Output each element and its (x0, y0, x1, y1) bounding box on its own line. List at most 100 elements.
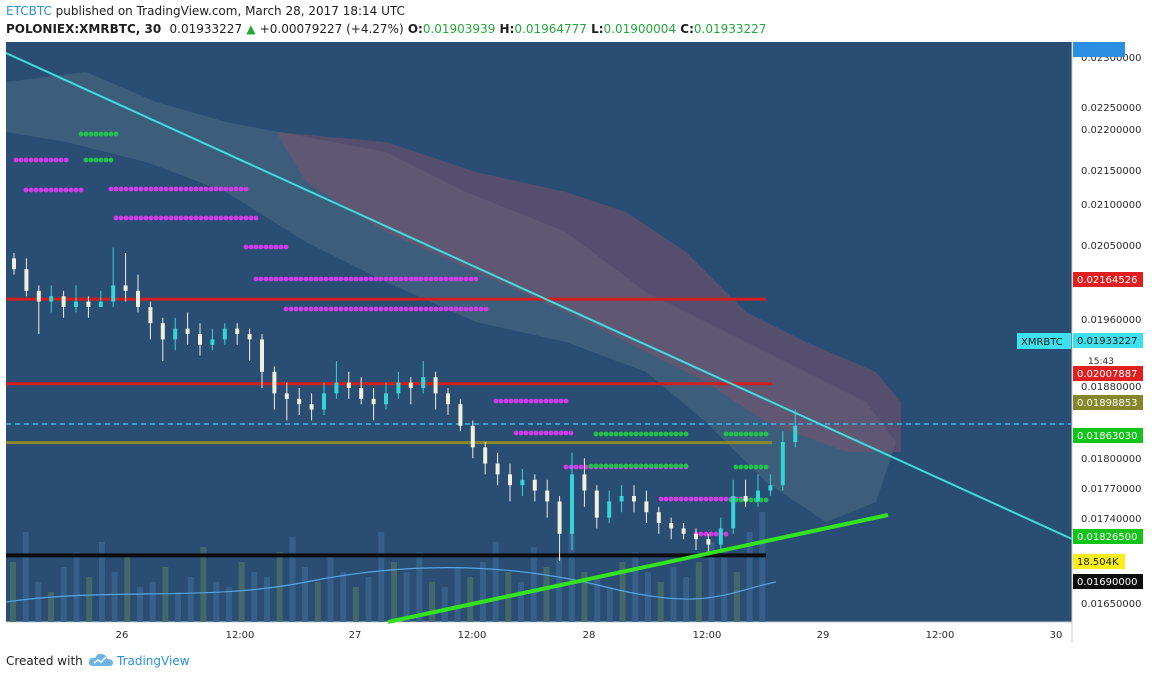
magenta-dot (248, 244, 254, 250)
green-dot (733, 464, 739, 470)
magenta-dot (28, 157, 34, 163)
magenta-dot (463, 306, 469, 312)
candle-up (210, 339, 215, 345)
candle-down (284, 393, 289, 399)
y-tick-label: 0.01960000 (1081, 315, 1141, 326)
magenta-dot (193, 215, 199, 221)
price-chart[interactable]: 0.02300000 0.02250000 0.02200000 0.02150000… (6, 42, 1146, 643)
candle-down (309, 404, 314, 410)
volume-bar (340, 572, 347, 622)
green-dot (668, 463, 674, 469)
price-tag-label: 0.02164526 (1077, 275, 1137, 286)
volume-bar (289, 537, 296, 622)
magenta-dot (548, 430, 554, 436)
volume-bar (111, 572, 118, 622)
x-tick-label: 12:00 (226, 630, 255, 641)
candle-up (334, 382, 339, 394)
volume-bar (251, 572, 258, 622)
magenta-dot (418, 306, 424, 312)
magenta-dot (438, 276, 444, 282)
price-axis[interactable] (1072, 42, 1146, 622)
y-tick-label: 0.02050000 (1081, 241, 1141, 252)
candle-down (594, 490, 599, 518)
magenta-dot (568, 430, 574, 436)
magenta-dot (353, 276, 359, 282)
tradingview-link[interactable]: TradingView (117, 654, 190, 668)
magenta-dot (318, 276, 324, 282)
magenta-dot (173, 215, 179, 221)
magenta-dot (663, 496, 669, 502)
green-dot (678, 431, 684, 437)
candle-up (322, 393, 326, 410)
green-dot (603, 431, 609, 437)
magenta-dot (533, 398, 539, 404)
green-dot (638, 463, 644, 469)
magenta-dot (133, 215, 139, 221)
green-dot (93, 131, 99, 137)
volume-bar (352, 587, 359, 622)
magenta-dot (388, 306, 394, 312)
green-dot (728, 431, 734, 437)
magenta-dot (473, 276, 479, 282)
candle-down (582, 474, 587, 491)
magenta-dot (528, 398, 534, 404)
magenta-dot (213, 186, 219, 192)
magenta-dot (558, 430, 564, 436)
green-dot (608, 463, 614, 469)
magenta-dot (268, 276, 274, 282)
candle-down (632, 496, 636, 502)
volume-bar (492, 542, 499, 622)
candle-up (74, 301, 78, 307)
volume-bar (695, 562, 702, 622)
green-dot (633, 431, 639, 437)
magenta-dot (703, 531, 709, 537)
volume-bar (759, 512, 766, 622)
magenta-dot (243, 186, 249, 192)
candle-down (470, 425, 475, 448)
magenta-dot (413, 306, 419, 312)
magenta-dot (478, 306, 484, 312)
magenta-dot (423, 306, 429, 312)
green-dot (88, 131, 94, 137)
candle-down (123, 285, 128, 291)
time-axis[interactable] (6, 622, 1072, 643)
magenta-dot (448, 306, 454, 312)
magenta-dot (188, 186, 194, 192)
magenta-dot (233, 215, 239, 221)
x-tick-label: 12:00 (693, 630, 722, 641)
magenta-dot (413, 276, 419, 282)
publish-line: ETCBTC published on TradingView.com, Mar… (6, 4, 405, 18)
magenta-dot (243, 244, 249, 250)
volume-bar (378, 532, 385, 622)
magenta-dot (168, 215, 174, 221)
magenta-dot (553, 430, 559, 436)
green-dot (653, 431, 659, 437)
magenta-dot (308, 276, 314, 282)
footer: Created with TradingView (0, 643, 1152, 679)
green-dot (113, 131, 119, 137)
high-value: 0.01964777 (514, 22, 587, 36)
magenta-dot (503, 398, 509, 404)
y-tick-label: 0.02200000 (1081, 125, 1141, 136)
magenta-dot (543, 430, 549, 436)
candle-down (61, 296, 66, 307)
candle-up (111, 285, 116, 302)
green-dot (648, 463, 654, 469)
magenta-dot (288, 276, 294, 282)
green-dot (763, 497, 769, 503)
magenta-dot (698, 531, 704, 537)
magenta-dot (698, 496, 704, 502)
downtrend-line (6, 52, 1073, 540)
magenta-dot (443, 306, 449, 312)
candle-down (86, 301, 91, 307)
green-dot (658, 431, 664, 437)
magenta-dot (68, 187, 74, 193)
author-link[interactable]: ETCBTC (6, 4, 52, 18)
magenta-dot (63, 187, 69, 193)
magenta-dot (468, 276, 474, 282)
magenta-dot (338, 276, 344, 282)
candle-down (235, 328, 240, 334)
magenta-dot (428, 306, 434, 312)
magenta-dot (258, 244, 264, 250)
price-tag (1073, 395, 1143, 410)
